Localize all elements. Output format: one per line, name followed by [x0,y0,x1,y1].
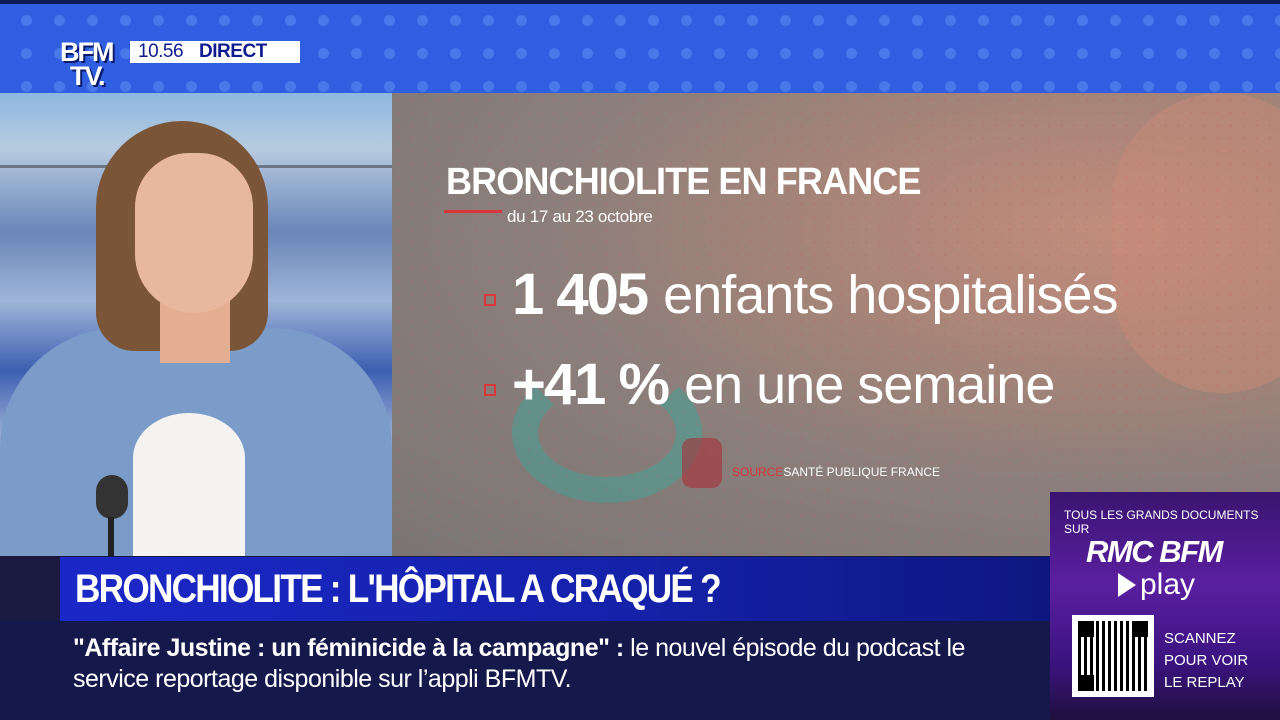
live-label: DIRECT [199,41,267,62]
scan-line-1: SCANNEZ [1164,630,1236,647]
square-bullet-icon [484,383,496,396]
source-credit: SOURCESANTÉ PUBLIQUE FRANCE [732,465,940,479]
rmc-bfm-logo: RMC BFM [1086,534,1223,569]
infographic-panel: BRONCHIOLITE EN FRANCE du 17 au 23 octob… [392,93,1280,556]
bfmtv-logo: BFM TV. [60,37,124,96]
scan-line-2: POUR VOIR [1164,652,1249,669]
stat-value: +41 % [512,352,670,417]
qr-code-pattern [1078,621,1148,691]
background-red-shape [682,438,722,488]
background-hand-image [1112,93,1280,393]
news-ticker: "Affaire Justine : un féminicide à la ca… [0,621,1050,720]
square-bullet-icon [484,293,496,306]
microphone-icon [96,475,128,519]
top-banner: BFM TV. 10.56 DIRECT [0,0,1280,93]
microphone-stand [108,517,114,556]
promo-tagline: TOUS LES GRANDS DOCUMENTS SUR [1064,508,1259,536]
qr-code[interactable] [1072,615,1154,697]
scan-line-3: LE REPLAY [1164,674,1245,691]
stat-row-hospitalized: 1 405 enfants hospitalisés [484,261,1118,328]
infographic-title: BRONCHIOLITE EN FRANCE [446,161,921,203]
headline-bar: BRONCHIOLITE : L'HÔPITAL A CRAQUÉ ? [60,557,1050,621]
play-logo: play [1118,568,1195,602]
logo-line-2: TV. [70,61,106,91]
red-rule-divider [444,210,502,213]
presenter-face [135,153,253,313]
scan-instructions: SCANNEZ POUR VOIR LE REPLAY [1164,628,1248,694]
presenter-shirt [133,413,245,556]
ticker-bold-title: "Affaire Justine : un féminicide à la ca… [73,634,624,662]
ticker-text: "Affaire Justine : un féminicide à la ca… [73,633,1033,695]
play-label: play [1140,568,1196,601]
live-indicator: 10.56 DIRECT [130,41,300,63]
presenter-video [0,93,392,556]
rmc-bfm-play-promo: TOUS LES GRANDS DOCUMENTS SUR RMC BFM pl… [1050,492,1280,720]
source-name: SANTÉ PUBLIQUE FRANCE [783,465,941,479]
stat-label: enfants hospitalisés [663,264,1118,325]
stat-value: 1 405 [512,262,649,327]
stat-label: en une semaine [684,354,1055,415]
dot-pattern-overlay [392,93,1280,556]
clock-time: 10.56 [138,41,184,62]
headline-text: BRONCHIOLITE : L'HÔPITAL A CRAQUÉ ? [75,566,722,611]
play-icon [1118,573,1136,597]
stat-row-weekly-change: +41 % en une semaine [484,351,1055,418]
source-label: SOURCE [732,465,784,479]
date-range: du 17 au 23 octobre [507,207,653,226]
ticker-body: le nouvel épisode du podcast le service … [73,634,965,693]
logo-line-1: BFM [60,37,114,67]
